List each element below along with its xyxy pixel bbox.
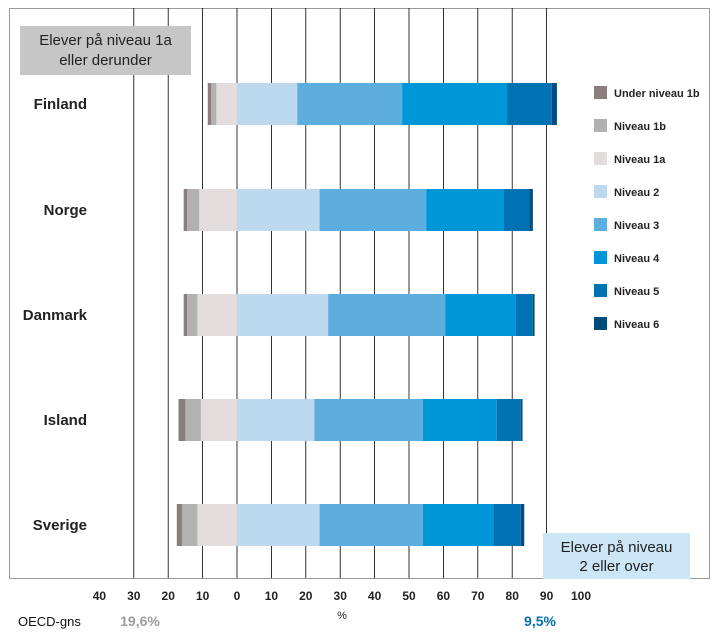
x-tick-label: 20 (299, 589, 313, 603)
legend-label: Niveau 4 (614, 253, 660, 265)
bar-segment (532, 294, 535, 336)
bar-group-finland (207, 83, 557, 125)
bar-segment (237, 294, 329, 336)
bar-segment (529, 189, 533, 231)
above-box-line-2: 2 eller over (579, 558, 653, 575)
x-tick-label: 80 (506, 589, 520, 603)
category-label: Island (44, 412, 87, 429)
bar-group-norge (183, 189, 533, 231)
bar-segment (422, 399, 497, 441)
bar-segment (493, 504, 521, 546)
bar-segment (496, 399, 521, 441)
bar-segment (515, 294, 533, 336)
x-tick-label: 40 (93, 589, 107, 603)
bar-segment (178, 399, 186, 441)
bar-group-island (178, 399, 523, 441)
bar-segment (402, 83, 508, 125)
x-tick-label: 20 (162, 589, 176, 603)
bar-segment (426, 189, 504, 231)
x-tick-label: 10 (196, 589, 210, 603)
category-label: Danmark (23, 307, 88, 324)
bar-segment (211, 83, 217, 125)
bar-segment (207, 83, 212, 125)
bar-segment (200, 399, 237, 441)
legend: Under niveau 1b Niveau 1b Niveau 1a Niveau … (594, 86, 700, 331)
oecd-above-value: 9,5% (524, 613, 556, 629)
x-tick-label: 70 (471, 589, 485, 603)
legend-swatch (594, 218, 607, 231)
bar-segment (237, 504, 320, 546)
legend-label: Niveau 3 (614, 220, 659, 232)
bar-segment (445, 294, 516, 336)
bar-segment (183, 189, 188, 231)
legend-swatch (594, 317, 607, 330)
bar-segment (319, 504, 423, 546)
x-tick-label: 60 (437, 589, 451, 603)
bar-segment (237, 399, 315, 441)
legend-swatch (594, 152, 607, 165)
legend-swatch (594, 185, 607, 198)
x-tick-label: 30 (334, 589, 348, 603)
x-tick-label: 30 (127, 589, 141, 603)
bar-segment (199, 189, 237, 231)
legend-label: Niveau 1a (614, 154, 666, 166)
bars (176, 83, 557, 546)
bar-segment (551, 83, 557, 125)
legend-swatch (594, 284, 607, 297)
bar-segment (187, 294, 198, 336)
legend-swatch (594, 86, 607, 99)
legend-label: Niveau 2 (614, 187, 659, 199)
category-label: Sverige (33, 517, 87, 534)
category-labels: Finland Norge Danmark Island Sverige (23, 96, 88, 534)
bar-segment (216, 83, 237, 125)
bar-segment (507, 83, 552, 125)
below-box-line-2: eller derunder (59, 52, 152, 69)
x-tick-label: 100 (571, 589, 591, 603)
bar-group-danmark (183, 294, 535, 336)
bar-segment (197, 504, 237, 546)
above-annotation-box: Elever på niveau 2 eller over (543, 533, 690, 579)
bar-segment (314, 399, 423, 441)
legend-label: Niveau 6 (614, 319, 659, 331)
bar-segment (422, 504, 494, 546)
category-label: Finland (34, 96, 87, 113)
legend-swatch (594, 119, 607, 132)
legend-label: Under niveau 1b (614, 88, 700, 100)
bar-segment (328, 294, 446, 336)
bar-segment (197, 294, 237, 336)
legend-swatch (594, 251, 607, 264)
below-annotation-box: Elever på niveau 1a eller derunder (20, 26, 191, 75)
legend-label: Niveau 1b (614, 121, 666, 133)
bar-segment (520, 399, 523, 441)
bar-segment (297, 83, 403, 125)
bar-segment (237, 189, 320, 231)
x-tick-label: 50 (402, 589, 416, 603)
legend-label: Niveau 5 (614, 286, 659, 298)
x-tick-label: 10 (265, 589, 279, 603)
x-tick-label: 0 (234, 589, 241, 603)
below-box-line-1: Elever på niveau 1a (39, 32, 172, 49)
x-tick-label: 40 (368, 589, 382, 603)
above-box-line-1: Elever på niveau (561, 539, 673, 556)
bar-segment (181, 504, 198, 546)
below-box-background (20, 26, 191, 75)
bar-segment (183, 294, 188, 336)
above-box-background (543, 533, 690, 579)
bar-segment (185, 399, 201, 441)
bar-segment (176, 504, 182, 546)
bar-segment (237, 83, 298, 125)
bar-segment (187, 189, 200, 231)
oecd-below-value: 19,6% (120, 613, 160, 629)
x-axis-ticks: 40 30 20 10 0 10 20 30 40 50 60 70 80 90 100 (93, 589, 592, 603)
x-tick-label: 90 (540, 589, 554, 603)
x-axis-label: % (337, 610, 347, 622)
oecd-label: OECD-gns (18, 614, 81, 629)
category-label: Norge (44, 202, 87, 219)
bar-group-sverige (176, 504, 525, 546)
bar-segment (319, 189, 427, 231)
bar-segment (520, 504, 525, 546)
bar-segment (503, 189, 530, 231)
